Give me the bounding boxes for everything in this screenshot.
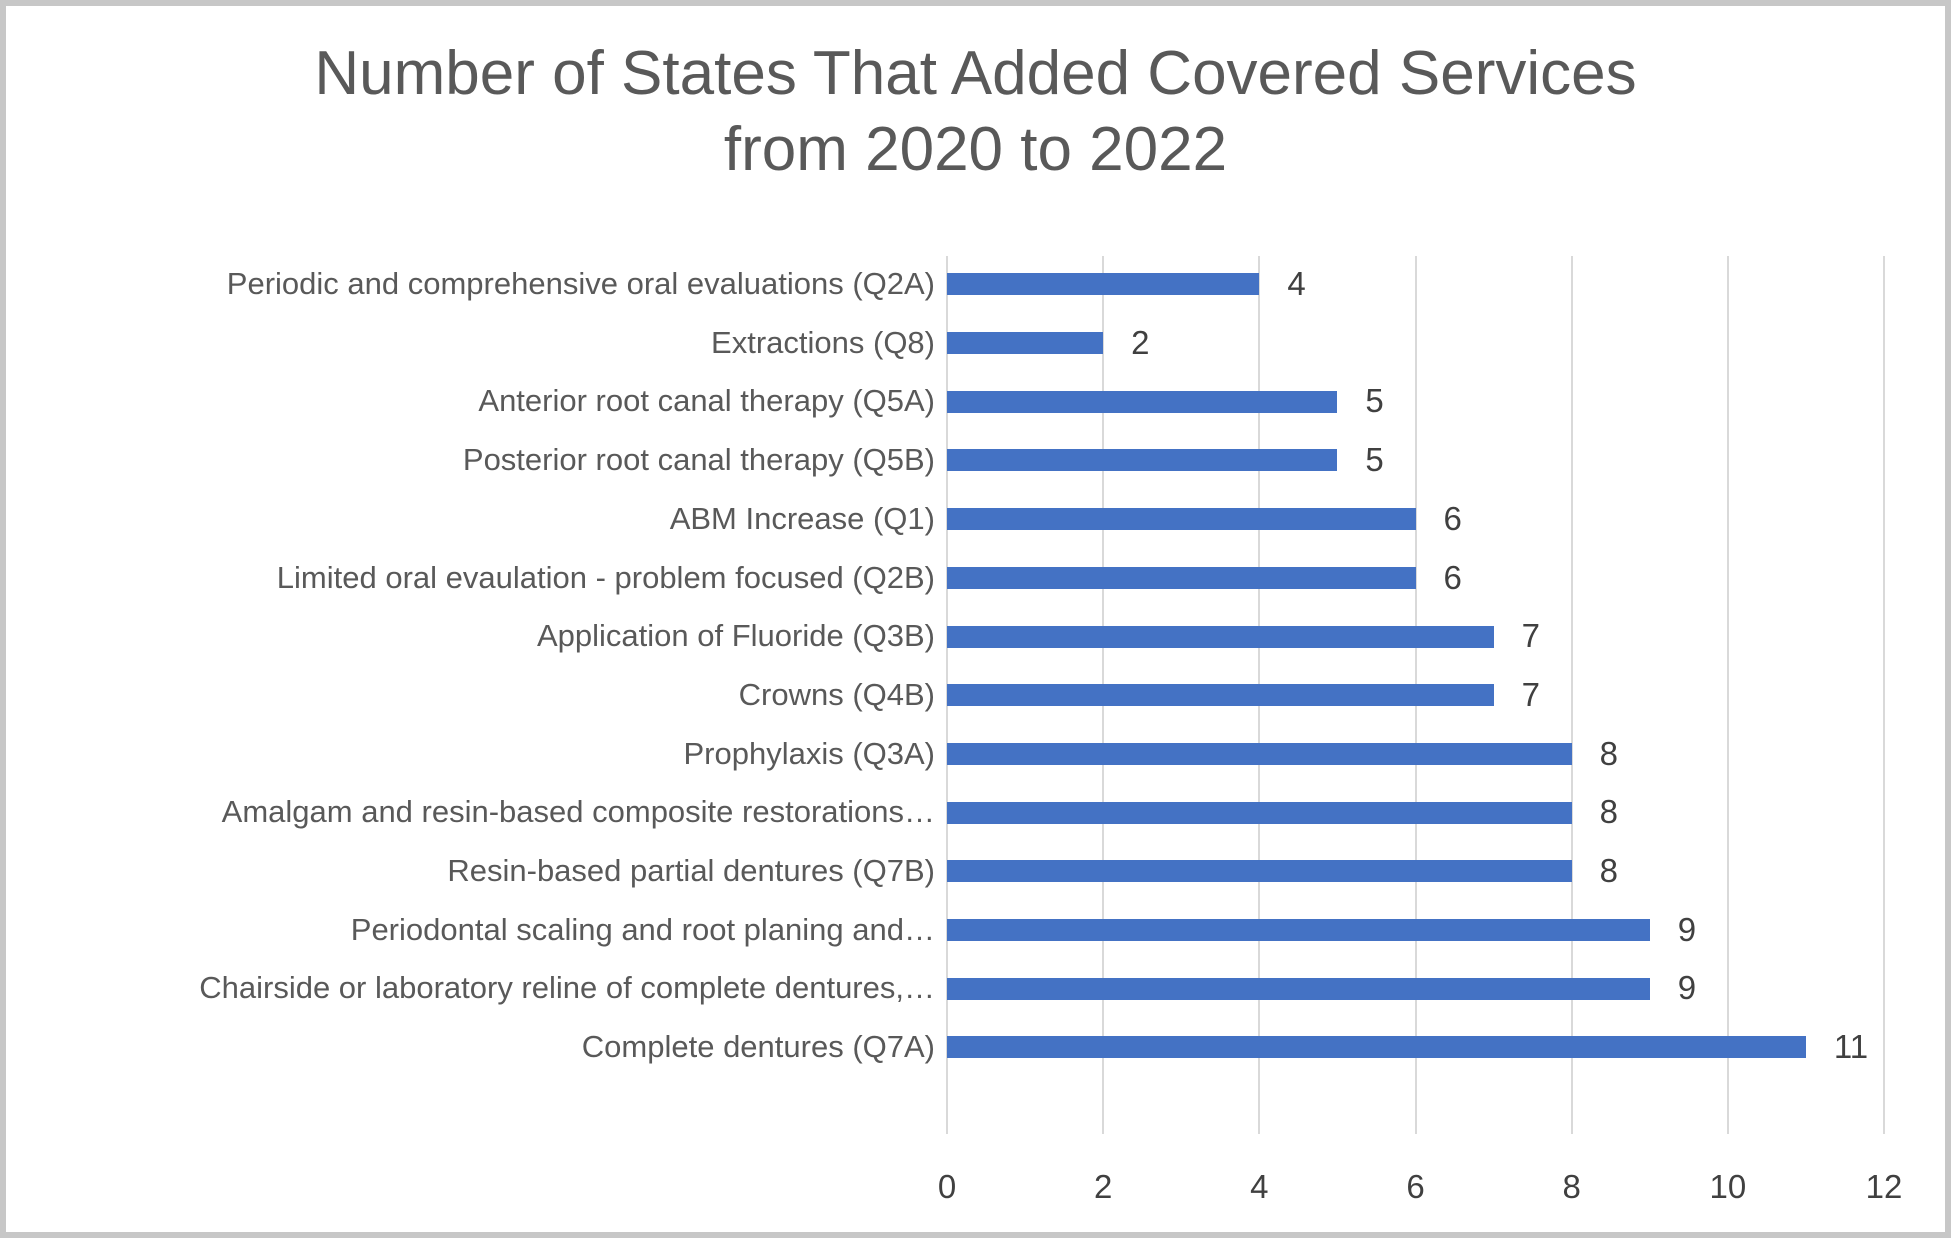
chart-title-line1: Number of States That Added Covered Serv… bbox=[314, 39, 1637, 108]
value-label: 6 bbox=[1443, 499, 1462, 537]
bar-row: Application of Fluoride (Q3B) 7 bbox=[6, 607, 1945, 666]
category-label: Anterior root canal therapy (Q5A) bbox=[478, 383, 935, 419]
bar-row: Prophylaxis (Q3A) 8 bbox=[6, 725, 1945, 784]
bar bbox=[947, 742, 1572, 765]
bar-row: Chairside or laboratory reline of comple… bbox=[6, 959, 1945, 1018]
bar-row: Periodic and comprehensive oral evaluati… bbox=[6, 255, 1945, 314]
category-label: Resin-based partial dentures (Q7B) bbox=[447, 853, 935, 888]
x-tick-label: 4 bbox=[1250, 1168, 1269, 1205]
x-tick-label: 8 bbox=[1562, 1168, 1581, 1205]
gridline bbox=[1883, 256, 1885, 1134]
category-label: Extractions (Q8) bbox=[711, 324, 935, 360]
value-label: 8 bbox=[1599, 793, 1619, 831]
bar bbox=[947, 449, 1338, 472]
bar-row: Complete dentures (Q7A) 11 bbox=[6, 1018, 1945, 1077]
value-label: 7 bbox=[1521, 675, 1540, 713]
category-label: Amalgam and resin-based composite restor… bbox=[221, 794, 935, 830]
category-label: Limited oral evaulation - problem focuse… bbox=[276, 559, 935, 595]
bar bbox=[947, 566, 1416, 589]
bar bbox=[947, 332, 1104, 355]
x-tick-label: 6 bbox=[1406, 1168, 1425, 1205]
bar bbox=[947, 801, 1572, 824]
value-label: 5 bbox=[1365, 441, 1384, 479]
value-label: 4 bbox=[1287, 265, 1306, 302]
category-label: Periodontal scaling and root planing and… bbox=[350, 911, 935, 947]
bar-row: Anterior root canal therapy (Q5A) 5 bbox=[6, 372, 1945, 431]
chart-title: Number of States That Added Covered Serv… bbox=[6, 36, 1945, 188]
bar-row: Extractions (Q8) 2 bbox=[6, 314, 1945, 373]
bar bbox=[947, 977, 1650, 1000]
category-label: Posterior root canal therapy (Q5B) bbox=[462, 442, 935, 478]
bar bbox=[947, 684, 1494, 707]
bar-row: Amalgam and resin-based composite restor… bbox=[6, 783, 1945, 842]
value-label: 9 bbox=[1677, 910, 1697, 948]
bar-row: Periodontal scaling and root planing and… bbox=[6, 901, 1945, 960]
bar bbox=[947, 273, 1260, 296]
bar bbox=[947, 860, 1572, 883]
bar bbox=[947, 625, 1494, 648]
bar bbox=[947, 508, 1416, 531]
bar-row: Resin-based partial dentures (Q7B) 8 bbox=[6, 842, 1945, 901]
value-label: 5 bbox=[1365, 382, 1384, 420]
value-label: 9 bbox=[1677, 969, 1697, 1007]
category-label: Crowns (Q4B) bbox=[738, 676, 935, 712]
bar bbox=[947, 1036, 1806, 1059]
bar-row: Posterior root canal therapy (Q5B) 5 bbox=[6, 431, 1945, 490]
category-label: Periodic and comprehensive oral evaluati… bbox=[226, 266, 935, 301]
bar-row: Crowns (Q4B) 7 bbox=[6, 666, 1945, 725]
gridline bbox=[1726, 256, 1729, 1134]
plot-area: Periodic and comprehensive oral evaluati… bbox=[6, 6, 1945, 1232]
value-label: 6 bbox=[1443, 558, 1462, 596]
category-label: Application of Fluoride (Q3B) bbox=[536, 618, 935, 654]
category-label: Chairside or laboratory reline of comple… bbox=[199, 970, 935, 1006]
chart-title-line2: from 2020 to 2022 bbox=[723, 115, 1228, 184]
x-tick-label: 2 bbox=[1093, 1168, 1113, 1205]
category-label: ABM Increase (Q1) bbox=[669, 500, 935, 536]
category-label: Complete dentures (Q7A) bbox=[581, 1029, 935, 1065]
value-label: 11 bbox=[1833, 1028, 1869, 1066]
bar-row: ABM Increase (Q1) 6 bbox=[6, 490, 1945, 549]
bar-row: Limited oral evaulation - problem focuse… bbox=[6, 549, 1945, 608]
value-label: 7 bbox=[1521, 617, 1540, 655]
category-label: Prophylaxis (Q3A) bbox=[683, 735, 935, 771]
value-label: 2 bbox=[1131, 323, 1150, 361]
value-label: 8 bbox=[1599, 852, 1619, 889]
gridline bbox=[1570, 256, 1573, 1134]
x-tick-label: 0 bbox=[937, 1168, 957, 1205]
x-tick-label: 12 bbox=[1865, 1168, 1903, 1205]
bar bbox=[947, 390, 1338, 413]
bar bbox=[947, 919, 1650, 942]
x-tick-label: 10 bbox=[1709, 1168, 1747, 1205]
value-label: 8 bbox=[1599, 734, 1619, 772]
